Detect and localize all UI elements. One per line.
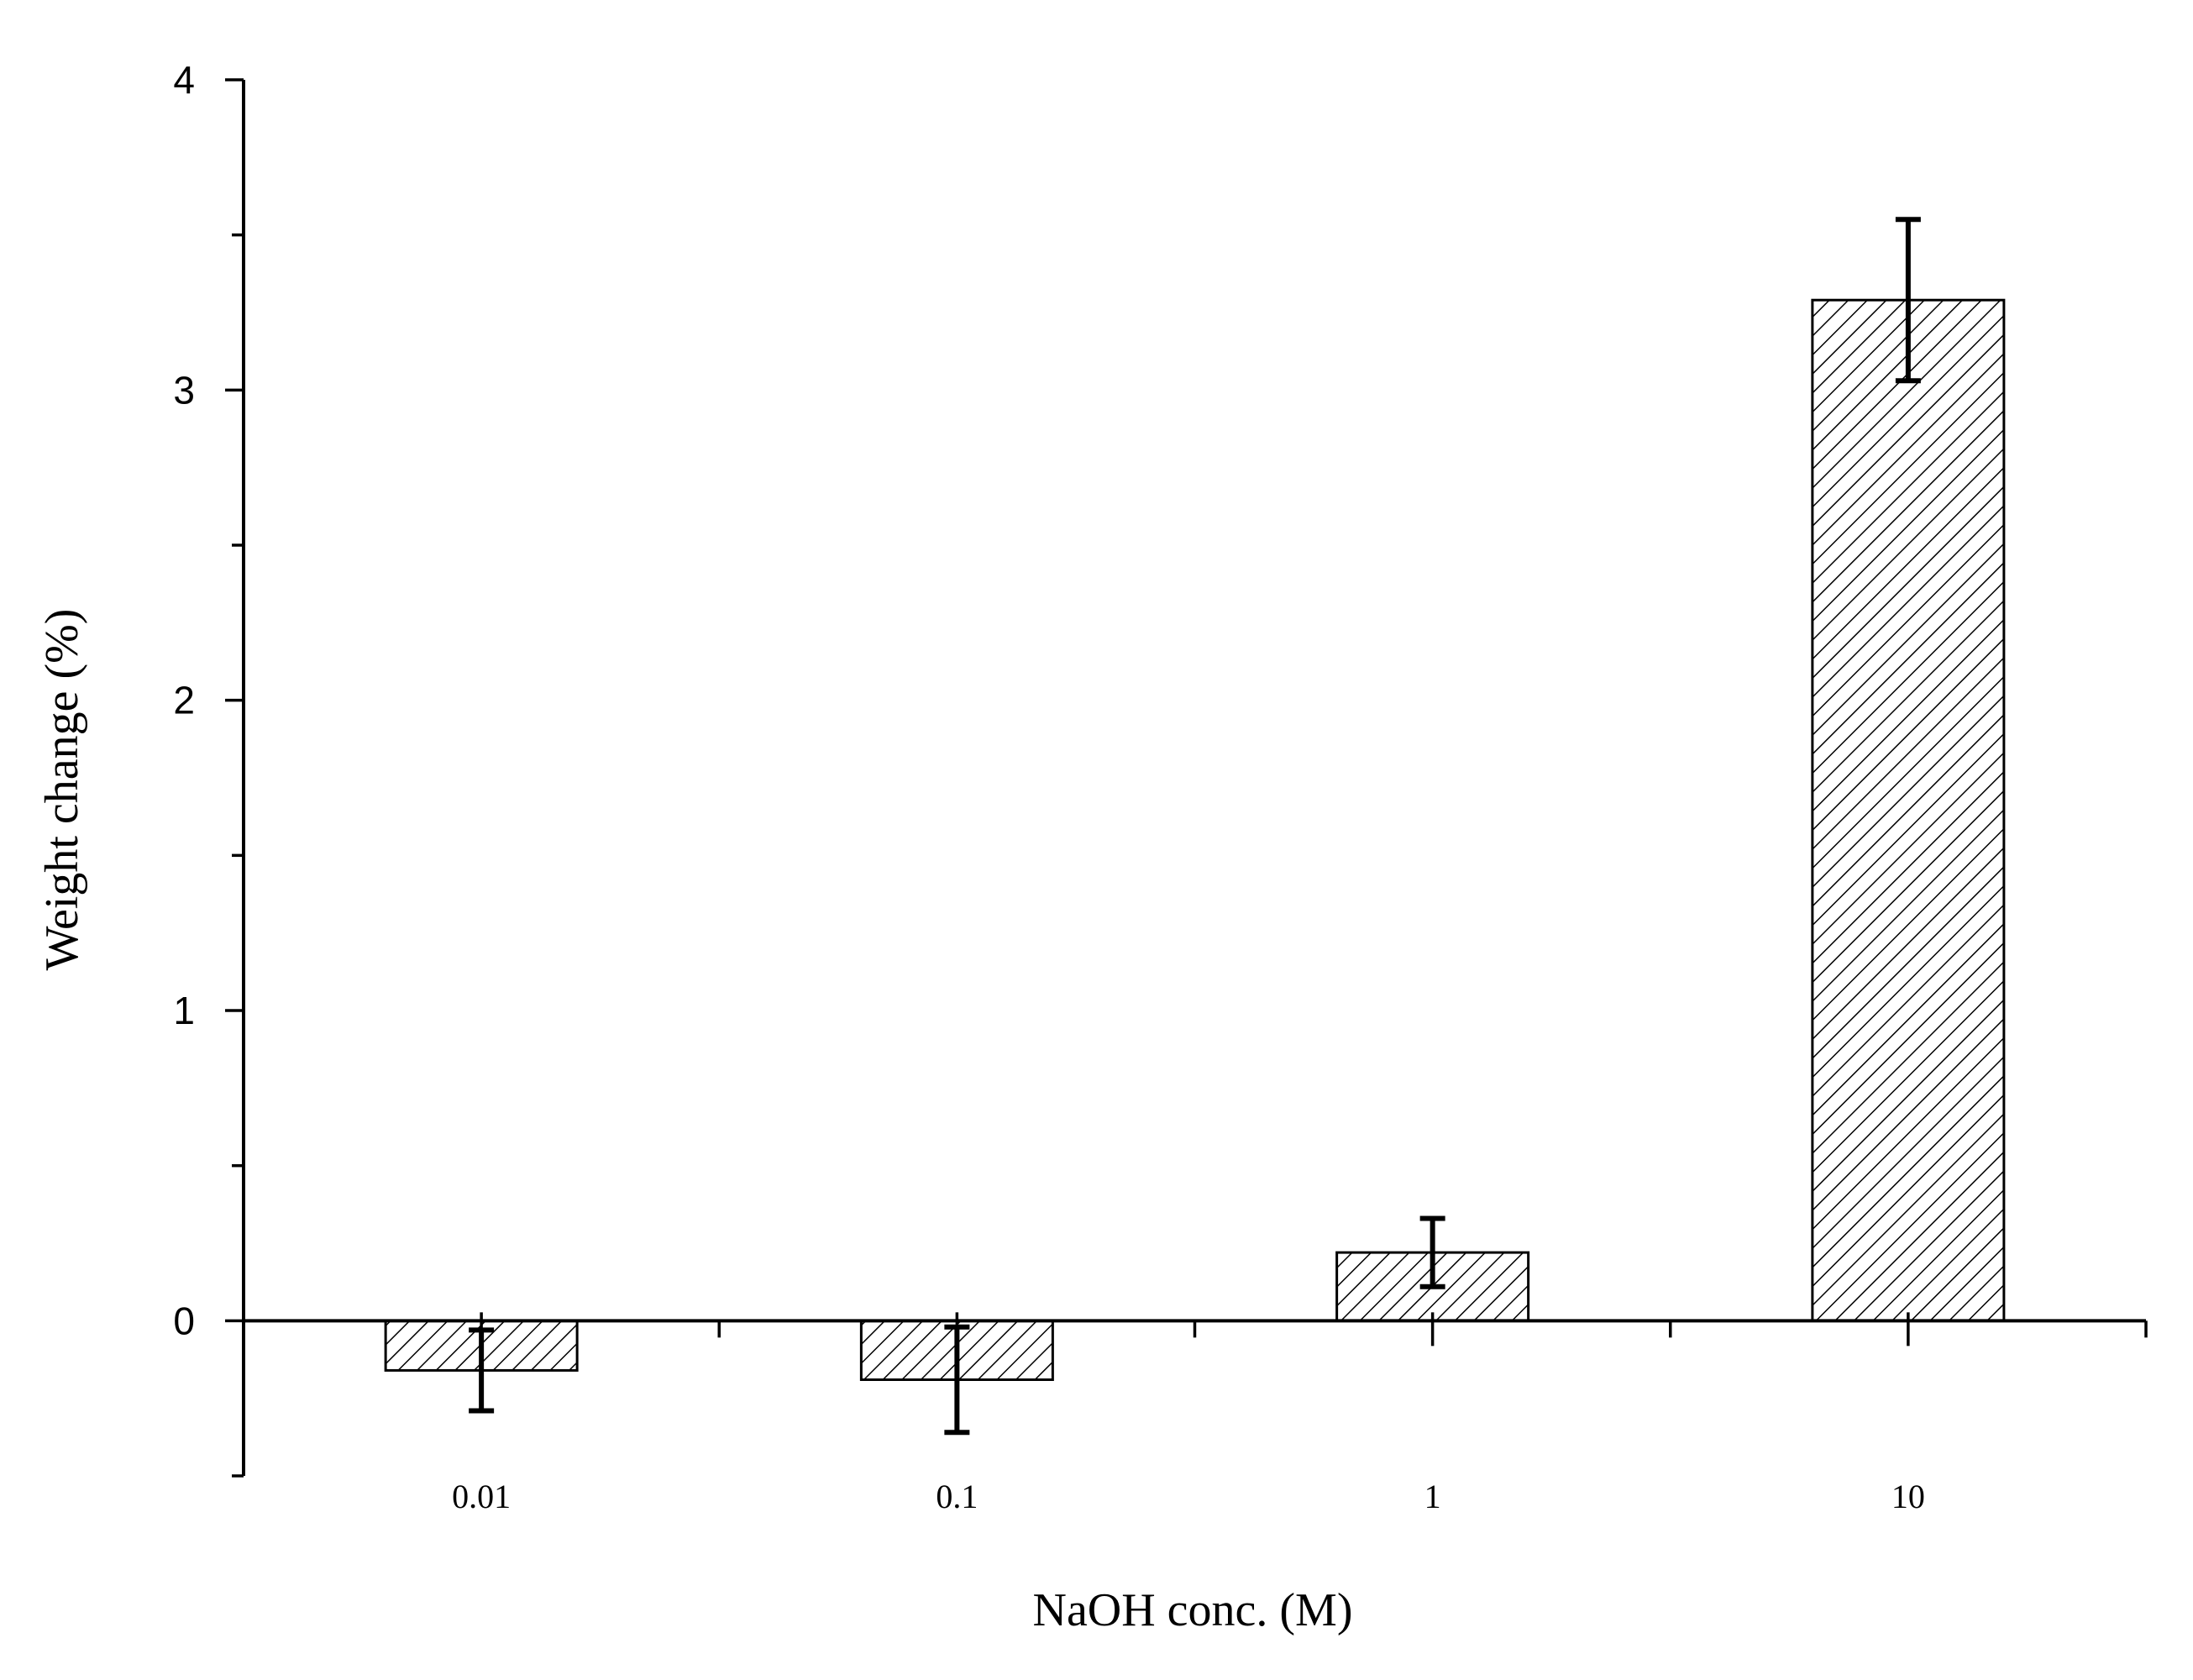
y-axis-title: Weight change (%) [36, 609, 88, 971]
y-tick-label-3: 3 [173, 368, 195, 412]
bar-3 [1811, 298, 2006, 1322]
error-bar-2 [1419, 1215, 1445, 1289]
y-tick-label-2: 2 [173, 679, 195, 722]
x-ticks: 0.01 0.1 1 10 [452, 1312, 2148, 1515]
x-tick-label-2: 1 [1424, 1478, 1441, 1515]
x-tick-label-0: 0.01 [452, 1478, 511, 1515]
y-tick-label-0: 0 [173, 1299, 195, 1342]
error-bar-3 [1895, 217, 1921, 384]
y-ticks: 0 1 2 3 4 [173, 58, 244, 1478]
x-axis-title: NaOH conc. (M) [1033, 1584, 1353, 1636]
y-tick-label-1: 1 [173, 989, 195, 1032]
error-bars [469, 217, 1921, 1436]
x-tick-label-1: 0.1 [936, 1478, 978, 1515]
x-tick-label-3: 10 [1891, 1478, 1925, 1515]
bars [384, 298, 2006, 1382]
y-tick-label-4: 4 [173, 58, 195, 102]
